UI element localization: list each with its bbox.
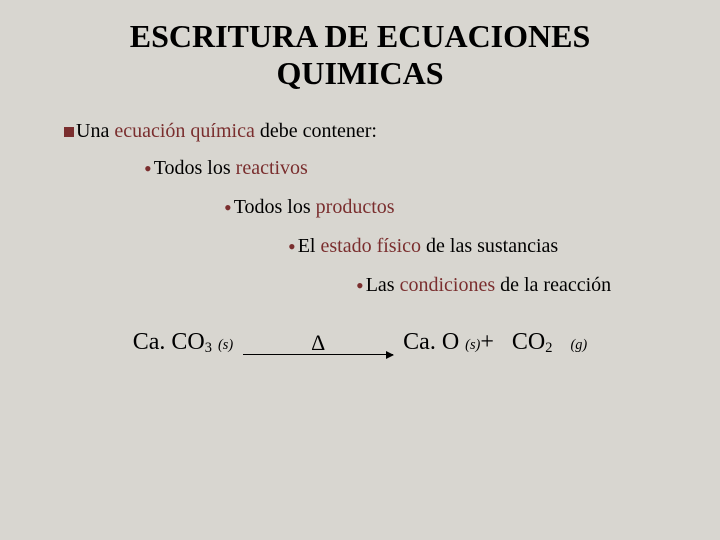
arrow-line-icon — [243, 354, 393, 355]
square-bullet-icon — [64, 127, 74, 137]
product2-state: (g) — [570, 337, 587, 354]
line3-highlight: productos — [316, 196, 395, 218]
dot-bullet-icon: • — [144, 156, 152, 181]
dot-bullet-icon: • — [356, 273, 364, 298]
line1-post: debe contener: — [255, 120, 377, 142]
line3-pre: Todos los — [234, 196, 316, 218]
reactant-text: Ca. CO — [133, 329, 205, 356]
title-line-1: ESCRITURA DE ECUACIONES — [130, 18, 591, 54]
line4-post: de las sustancias — [421, 235, 558, 257]
dot-bullet-icon: • — [288, 234, 296, 259]
line2-highlight: reactivos — [236, 157, 308, 179]
product2-subscript: 2 — [545, 340, 552, 357]
reactant-state: (s) — [218, 337, 233, 354]
bullet-line-1: Una ecuación química debe contener: — [64, 120, 684, 143]
chemical-equation: Ca. CO3 (s) Δ Ca. O (s) + CO2 (g) — [36, 329, 684, 356]
product1-formula: Ca. O — [403, 329, 459, 356]
line4-pre: El — [298, 235, 321, 257]
bullet-line-5: •Las condiciones de la reacción — [356, 274, 684, 297]
title-line-2: QUIMICAS — [276, 55, 443, 91]
product2-text: CO — [512, 329, 545, 356]
line2-pre: Todos los — [154, 157, 236, 179]
line4-highlight: estado físico — [320, 235, 421, 257]
reaction-arrow: Δ — [243, 330, 393, 355]
line1-pre: Una — [76, 120, 114, 142]
slide-title: ESCRITURA DE ECUACIONES QUIMICAS — [36, 18, 684, 92]
line5-post: de la reacción — [495, 274, 611, 296]
product1-state: (s) — [465, 337, 480, 354]
dot-bullet-icon: • — [224, 195, 232, 220]
line5-pre: Las — [366, 274, 400, 296]
plus-sign: + — [480, 329, 494, 356]
bullet-line-4: •El estado físico de las sustancias — [288, 235, 684, 258]
bullet-line-3: •Todos los productos — [224, 196, 684, 219]
line1-highlight: ecuación química — [114, 120, 255, 142]
product2-formula: CO2 — [512, 329, 553, 356]
line5-highlight: condiciones — [400, 274, 496, 296]
delta-symbol: Δ — [311, 330, 325, 356]
product1-text: Ca. O — [403, 329, 459, 356]
reactant-formula: Ca. CO3 — [133, 329, 212, 356]
reactant-subscript: 3 — [205, 340, 212, 357]
bullet-line-2: •Todos los reactivos — [144, 157, 684, 180]
